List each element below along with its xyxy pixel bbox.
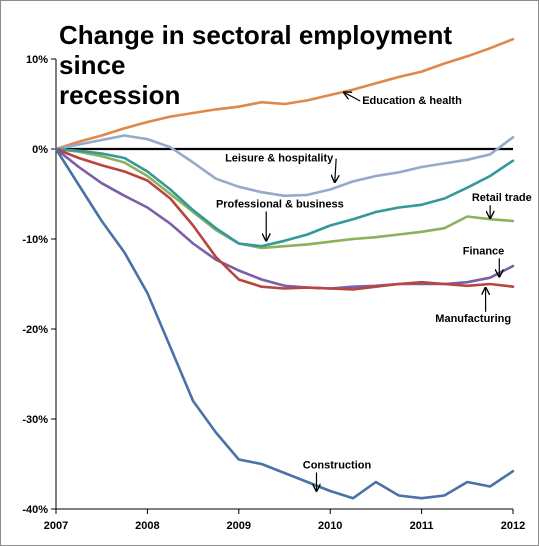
x-tick-label: 2008	[135, 520, 159, 532]
series-line-professional-business	[54, 147, 515, 248]
axes: 10% 0% -10% -20% -30% -40% 2007 2008 2009 2010 201…	[22, 54, 525, 532]
x-tick-label: 2010	[318, 520, 342, 532]
series-line-finance	[54, 147, 515, 290]
x-tick-label: 2007	[44, 520, 68, 532]
annotation-label-construction: Construction	[303, 460, 372, 472]
chart-title-line-3: recession	[59, 80, 180, 110]
x-tick-label: 2011	[410, 520, 434, 532]
y-tick-label: 0%	[32, 144, 48, 156]
annotation-layer: Education & health Leisure & hospitality P…	[216, 92, 532, 491]
y-tick-label: -40%	[22, 504, 48, 516]
x-tick-label: 2012	[501, 520, 525, 532]
annotation-label-finance: Finance	[463, 245, 505, 257]
y-tick-label: -10%	[22, 234, 48, 246]
chart-title-line-2: since	[59, 50, 126, 80]
series-line-retail-trade	[54, 147, 515, 250]
series-line-leisure-hospitality	[54, 134, 515, 198]
annotation-label-education-health: Education & health	[362, 95, 462, 107]
annotation-label-retail-trade: Retail trade	[472, 192, 532, 204]
series-line-manufacturing	[54, 147, 515, 291]
x-tick-label: 2009	[227, 520, 251, 532]
annotation-arrow-leisure-hospitality	[335, 158, 336, 183]
y-tick-label: 10%	[26, 54, 48, 66]
series-line-education-health	[54, 37, 515, 151]
annotation-label-manufacturing: Manufacturing	[435, 313, 511, 325]
y-tick-label: -20%	[22, 324, 48, 336]
series-layer	[54, 37, 515, 500]
annotation-arrow-education-health	[344, 92, 361, 102]
annotation-label-professional-business: Professional & business	[216, 199, 344, 211]
annotation-label-leisure-hospitality: Leisure & hospitality	[225, 153, 334, 165]
chart-title-line-1: Change in sectoral employment	[59, 20, 452, 50]
series-line-construction	[54, 147, 515, 500]
y-tick-label: -30%	[22, 414, 48, 426]
chart-title: Change in sectoral employment since rece…	[59, 20, 452, 110]
